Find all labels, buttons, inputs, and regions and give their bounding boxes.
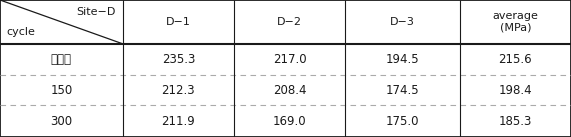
Text: 211.9: 211.9 — [162, 115, 195, 128]
Text: cycle: cycle — [7, 27, 36, 37]
Text: average
(MPa): average (MPa) — [492, 11, 538, 33]
Text: D−2: D−2 — [278, 17, 302, 27]
Text: 217.0: 217.0 — [273, 53, 307, 66]
Text: 235.3: 235.3 — [162, 53, 195, 66]
Text: 185.3: 185.3 — [498, 115, 532, 128]
Text: 150: 150 — [50, 84, 73, 97]
Text: 212.3: 212.3 — [162, 84, 195, 97]
Text: Site−D: Site−D — [77, 7, 116, 17]
Text: 초기값: 초기값 — [51, 53, 72, 66]
Text: 194.5: 194.5 — [386, 53, 419, 66]
Text: 174.5: 174.5 — [386, 84, 419, 97]
Text: 198.4: 198.4 — [498, 84, 532, 97]
Text: 175.0: 175.0 — [386, 115, 419, 128]
Text: 208.4: 208.4 — [273, 84, 307, 97]
Text: 215.6: 215.6 — [498, 53, 532, 66]
Text: D−3: D−3 — [390, 17, 415, 27]
Text: D−1: D−1 — [166, 17, 191, 27]
Text: 300: 300 — [50, 115, 73, 128]
Text: 169.0: 169.0 — [273, 115, 307, 128]
